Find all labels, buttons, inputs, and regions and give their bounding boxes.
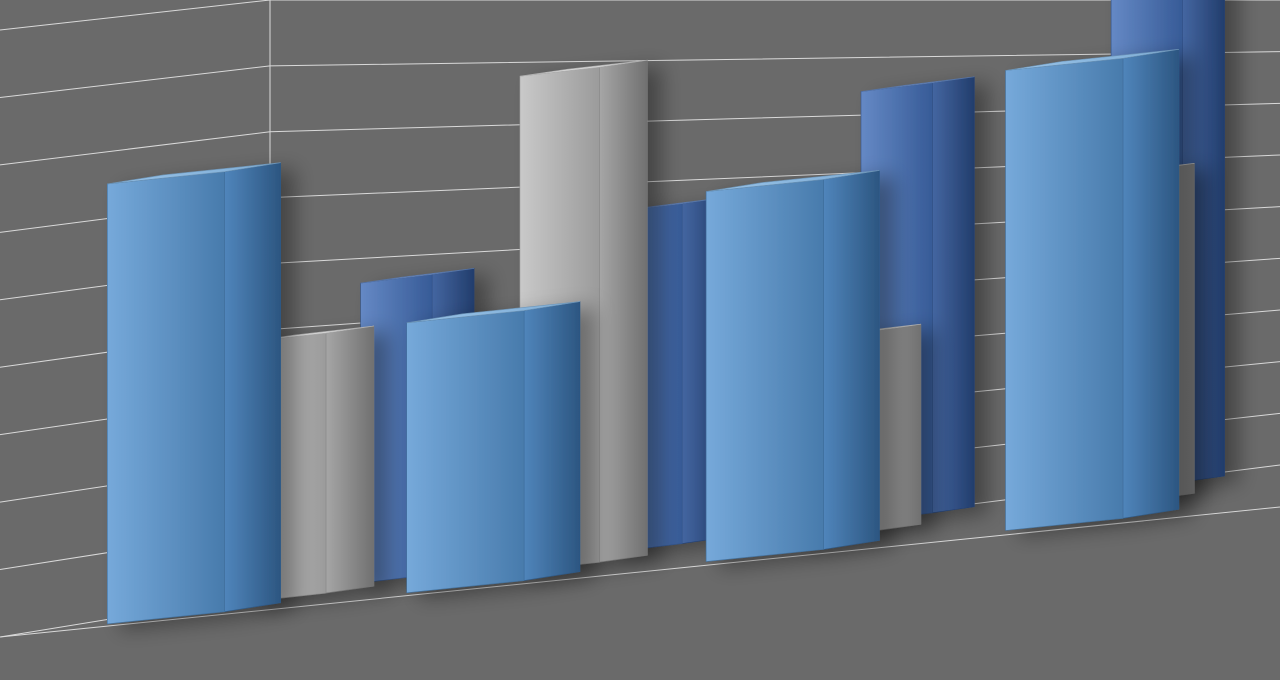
bar-r0-s2: [706, 170, 879, 561]
bar-r0-s0: [107, 163, 280, 624]
bar-r0-s3: [1006, 49, 1179, 530]
bar-chart-3d: [0, 0, 1280, 680]
bar-r0-s1: [407, 302, 580, 593]
